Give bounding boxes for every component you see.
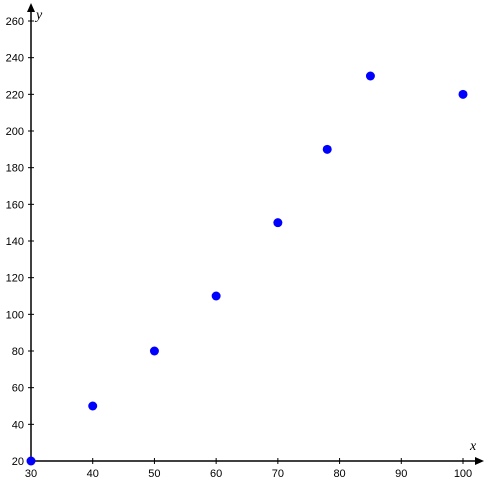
data-point — [273, 218, 283, 228]
data-point — [458, 89, 468, 99]
y-axis-label: y — [34, 8, 43, 23]
y-ticks: 20 40 60 80 100 120 140 160 180 200 220 240 260 — [6, 16, 34, 468]
y-axis-arrow-icon — [27, 3, 35, 12]
data-point — [149, 346, 159, 356]
y-tick-label: 100 — [6, 309, 24, 321]
x-tick-label: 40 — [87, 468, 99, 480]
y-tick-label: 200 — [6, 126, 24, 138]
y-tick-label: 20 — [12, 456, 24, 468]
y-tick-label: 220 — [6, 89, 24, 101]
y-tick-label: 160 — [6, 199, 24, 211]
data-point — [211, 291, 221, 301]
y-tick-label: 80 — [12, 346, 24, 358]
data-point — [322, 144, 332, 154]
x-tick-label: 30 — [25, 468, 37, 480]
x-axis-arrow-icon — [475, 457, 484, 465]
data-points — [26, 71, 468, 466]
x-tick-label: 90 — [395, 468, 407, 480]
x-tick-label: 50 — [148, 468, 160, 480]
x-tick-label: 60 — [210, 468, 222, 480]
data-point — [365, 71, 375, 81]
y-tick-label: 60 — [12, 383, 24, 395]
y-tick-label: 40 — [12, 419, 24, 431]
x-tick-label: 80 — [333, 468, 345, 480]
x-axis: x 30 40 50 60 70 80 90 100 — [25, 439, 484, 480]
y-tick-label: 180 — [6, 163, 24, 175]
x-ticks: 30 40 50 60 70 80 90 100 — [25, 458, 472, 480]
y-tick-label: 240 — [6, 53, 24, 65]
data-point — [88, 401, 98, 411]
data-point — [26, 456, 36, 466]
x-axis-label: x — [469, 439, 477, 454]
y-tick-label: 140 — [6, 236, 24, 248]
y-tick-label: 260 — [6, 16, 24, 28]
x-tick-label: 70 — [272, 468, 284, 480]
x-tick-label: 100 — [454, 468, 472, 480]
y-axis: y 20 40 60 80 100 120 140 160 180 200 220 240 260 — [6, 3, 43, 468]
y-tick-label: 120 — [6, 273, 24, 285]
